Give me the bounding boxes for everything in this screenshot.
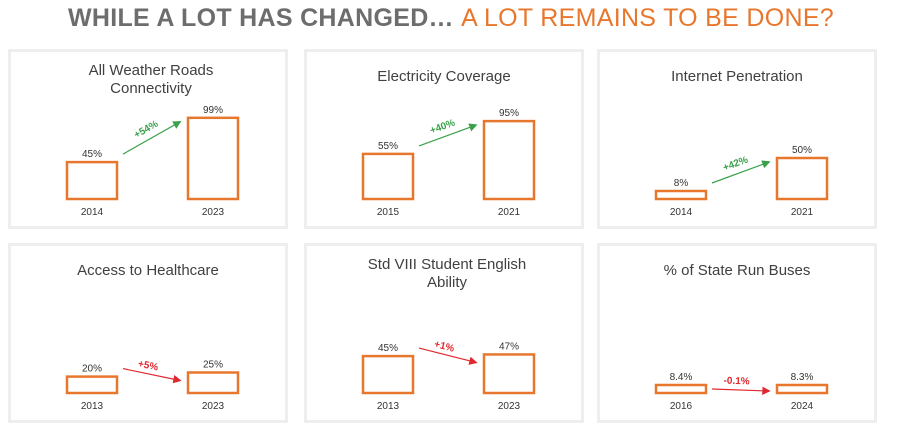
bar-2021 [775,156,829,201]
bar-2015 [361,152,415,201]
category-label: 2023 [498,401,521,412]
change-label: +5% [137,359,159,374]
bar-2013 [361,354,415,395]
chart-panel-roads: All Weather Roads Connectivity 45% 2014 99… [8,49,288,229]
bar-2014 [654,189,708,201]
chart-title: Std VIII Student English Ability [367,256,527,291]
bar-2023 [186,116,240,201]
category-label: 2021 [791,207,814,218]
category-label: 2016 [670,401,693,412]
category-label: 2024 [791,401,814,412]
value-label: 45% [82,149,102,160]
chart-panel-english: Std VIII Student English Ability 45% 2013… [304,243,584,423]
chart-panel-healthcare: Access to Healthcare 20% 2013 25% 2023 +5% [8,243,288,423]
value-label: 55% [378,141,398,152]
headline-accent: A LOT REMAINS TO BE DONE? [461,4,835,32]
bar-2014 [65,160,119,201]
category-label: 2021 [498,207,521,218]
value-label: 47% [499,341,519,352]
chart-panel-internet: Internet Penetration 8% 2014 50% 2021 +42% [597,49,877,229]
bar-2024 [775,383,829,395]
chart-title: Electricity Coverage [377,68,511,85]
category-label: 2013 [81,401,104,412]
change-label: +54% [132,119,160,141]
bar-2013 [65,375,119,395]
bar-chart: 20% 2013 25% 2023 +5% [65,359,240,412]
bar-chart: 45% 2013 47% 2023 +1% [361,339,536,412]
value-label: 8.4% [670,372,693,383]
headline-dark: WHILE A LOT HAS CHANGED… [67,4,454,32]
category-label: 2023 [202,207,225,218]
bar-2023 [482,353,536,395]
category-label: 2015 [377,207,400,218]
change-label: -0.1% [723,376,750,388]
change-arrow [122,368,182,384]
chart-panel-electricity: Electricity Coverage 55% 2015 95% 2021 +40% [304,49,584,229]
category-label: 2013 [377,401,400,412]
bar-chart: 45% 2014 99% 2023 +54% [65,105,240,218]
change-arrow [122,120,182,155]
category-label: 2023 [202,401,225,412]
change-arrow [711,160,771,184]
category-label: 2014 [81,207,104,218]
value-label: 8% [674,178,689,189]
value-label: 25% [203,360,223,371]
bar-2016 [654,383,708,395]
chart-title: Access to Healthcare [77,262,219,279]
change-arrow [418,347,478,365]
value-label: 45% [378,343,398,354]
change-arrow [418,123,478,147]
headline: WHILE A LOT HAS CHANGED… A LOT REMAINS T… [0,4,902,33]
change-label: +1% [433,339,455,355]
bar-2023 [186,371,240,395]
value-label: 20% [82,364,102,375]
value-label: 95% [499,108,519,119]
value-label: 99% [203,105,223,116]
value-label: 50% [792,145,812,156]
chart-panel-buses: % of State Run Buses 8.4% 2016 8.3% 2024 -0.… [597,243,877,423]
value-label: 8.3% [791,372,814,383]
chart-title: % of State Run Buses [663,262,811,279]
category-label: 2014 [670,207,693,218]
bar-2021 [482,119,536,201]
chart-title: All Weather Roads Connectivity [88,62,214,97]
chart-title: Internet Penetration [671,68,803,85]
bar-chart: 8.4% 2016 8.3% 2024 -0.1% [654,372,829,412]
change-arrow [711,386,771,395]
